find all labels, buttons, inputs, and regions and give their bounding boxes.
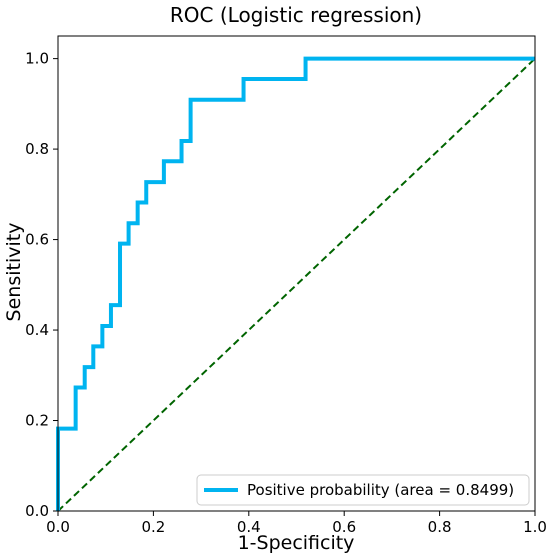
legend-box [196, 474, 530, 506]
x-tick-label: 0.4 [237, 518, 261, 536]
plot-frame [57, 35, 536, 512]
y-tick-label: 0.4 [25, 321, 49, 339]
chart-title: ROC (Logistic regression) [170, 3, 422, 27]
legend-label: Positive probability (area = 0.8499) [247, 481, 514, 499]
legend: Positive probability (area = 0.8499) [196, 474, 530, 506]
y-tick-label: 0.8 [25, 140, 49, 158]
x-axis-title: 1-Specificity [238, 532, 355, 554]
x-tick-label: 1.0 [523, 518, 547, 536]
axes: 0.0 0.2 0.4 0.6 0.8 1.0 0.0 0.2 0.4 0.6 0.8 1.0 [25, 35, 547, 536]
roc-curve-line [56, 56, 535, 511]
x-tick-label: 0.2 [141, 518, 165, 536]
chance-diagonal-line [57, 57, 536, 512]
x-tick-label: 0.0 [46, 518, 70, 536]
x-tick-label: 0.8 [428, 518, 452, 536]
y-tick-label: 0.6 [25, 231, 49, 249]
plot-area [56, 56, 536, 512]
y-tick-label: 0.0 [25, 502, 49, 520]
y-axis-title: Sensitivity [3, 223, 25, 322]
y-tick-label: 1.0 [25, 50, 49, 68]
x-tick-label: 0.6 [332, 518, 356, 536]
y-tick-label: 0.2 [25, 412, 49, 430]
